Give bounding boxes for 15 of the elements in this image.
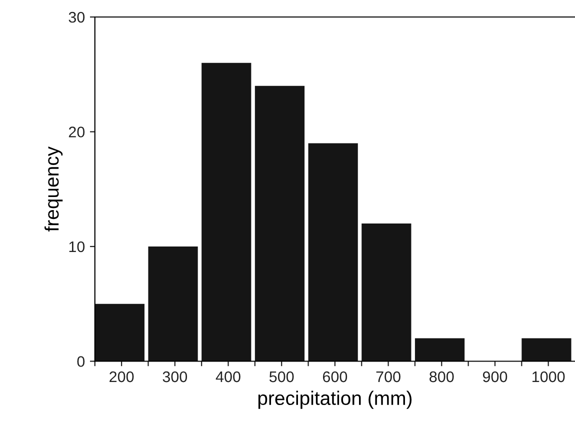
x-tick-label: 800: [430, 371, 454, 382]
x-axis-title: precipitation (mm): [258, 390, 412, 409]
y-tick-label: 10: [69, 241, 85, 252]
y-axis-title: frequency: [44, 146, 63, 232]
y-tick-label: 30: [68, 12, 85, 23]
x-tick-label: 700: [376, 371, 400, 382]
x-tick-label: 1000: [532, 371, 565, 382]
x-tick-label: 500: [269, 371, 294, 382]
y-tick-label: 20: [68, 126, 85, 138]
x-tick-label: 900: [482, 371, 508, 382]
x-tick-label: 300: [162, 371, 188, 382]
x-tick-label: 200: [110, 371, 134, 382]
x-tick-label: 400: [216, 371, 240, 382]
x-tick-label: 600: [322, 371, 348, 382]
y-tick-label: 0: [77, 356, 85, 367]
